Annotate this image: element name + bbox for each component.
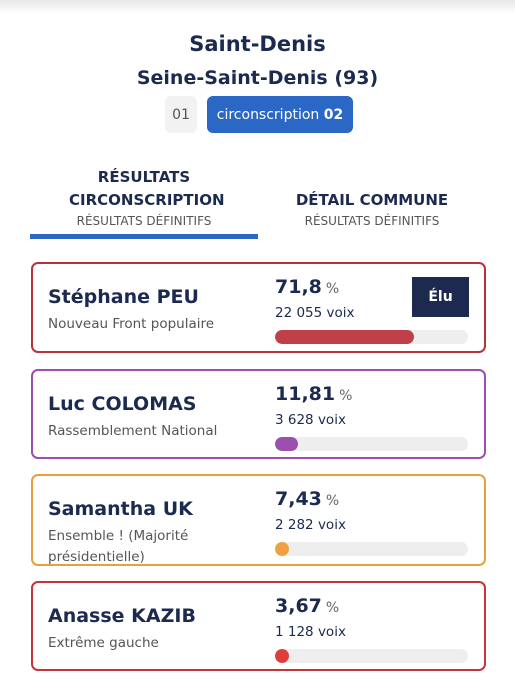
page-title: Saint-Denis	[189, 32, 326, 56]
progress-bar	[275, 649, 290, 663]
progress-bar	[275, 542, 290, 556]
top-bar	[0, 0, 515, 14]
candidate-party: Ensemble ! (Majorité présidentielle)	[48, 528, 189, 565]
vote-percent: 71,8%	[275, 276, 339, 298]
vote-percent: 3,67%	[275, 595, 339, 617]
percent-unit: %	[325, 493, 340, 509]
percent-value: 7,43	[275, 488, 322, 510]
percent-value: 11,81	[275, 383, 336, 405]
candidate-party: Extrême gauche	[48, 635, 159, 651]
candidate-name: Anasse KAZIB	[48, 605, 196, 627]
tab-title: RÉSULTATS CIRCONSCRIPTION	[69, 168, 225, 209]
percent-unit: %	[325, 600, 340, 616]
vote-count: 22 055 voix	[275, 305, 355, 321]
percent-unit: %	[339, 388, 353, 404]
tab-subtitle: RÉSULTATS DÉFINITIFS	[304, 214, 440, 228]
progress-track	[275, 437, 468, 451]
percent-unit: %	[325, 281, 340, 297]
button-label: circonscription	[216, 106, 320, 123]
progress-track	[275, 330, 468, 344]
candidate-card: Luc COLOMAS Rassemblement National 11,81% 3…	[31, 369, 486, 459]
progress-bar	[275, 330, 414, 344]
vote-count: 1 128 voix	[275, 624, 346, 640]
progress-bar	[275, 437, 298, 451]
tab-underline	[30, 234, 258, 239]
candidate-card: Samantha UK Ensemble ! (Majorité présiden…	[31, 474, 486, 566]
percent-value: 71,8	[275, 276, 322, 298]
candidate-name: Samantha UK	[48, 498, 193, 520]
vote-count: 2 282 voix	[275, 517, 346, 533]
page-subtitle: Seine-Saint-Denis (93)	[136, 67, 379, 89]
candidate-name: Stéphane PEU	[48, 286, 199, 308]
percent-value: 3,67	[275, 595, 322, 617]
circ-button[interactable]: circonscription 02	[207, 96, 353, 133]
progress-track	[275, 649, 468, 663]
candidate-name: Luc COLOMAS	[48, 393, 197, 415]
tab[interactable]: RÉSULTATS CIRCONSCRIPTION RÉSULTATS DÉFI…	[30, 166, 258, 228]
tab[interactable]: DÉTAIL COMMUNE RÉSULTATS DÉFINITIFS	[262, 189, 482, 228]
candidate-party: Nouveau Front populaire	[48, 316, 215, 332]
tab-subtitle: RÉSULTATS DÉFINITIFS	[76, 214, 212, 228]
vote-count: 3 628 voix	[275, 412, 346, 428]
vote-percent: 7,43%	[275, 488, 339, 510]
progress-track	[275, 542, 468, 556]
elected-badge: Élu	[412, 277, 469, 317]
vote-percent: 11,81%	[275, 383, 352, 405]
circ-button[interactable]: 01	[165, 96, 197, 133]
candidate-card: Anasse KAZIB Extrême gauche 3,67% 1 128 voi…	[31, 581, 486, 671]
candidate-card: Stéphane PEU Nouveau Front populaire 71,8%…	[31, 262, 486, 353]
candidate-party: Rassemblement National	[48, 423, 218, 439]
tab-title: DÉTAIL COMMUNE	[295, 191, 449, 209]
button-number: 02	[323, 106, 344, 123]
